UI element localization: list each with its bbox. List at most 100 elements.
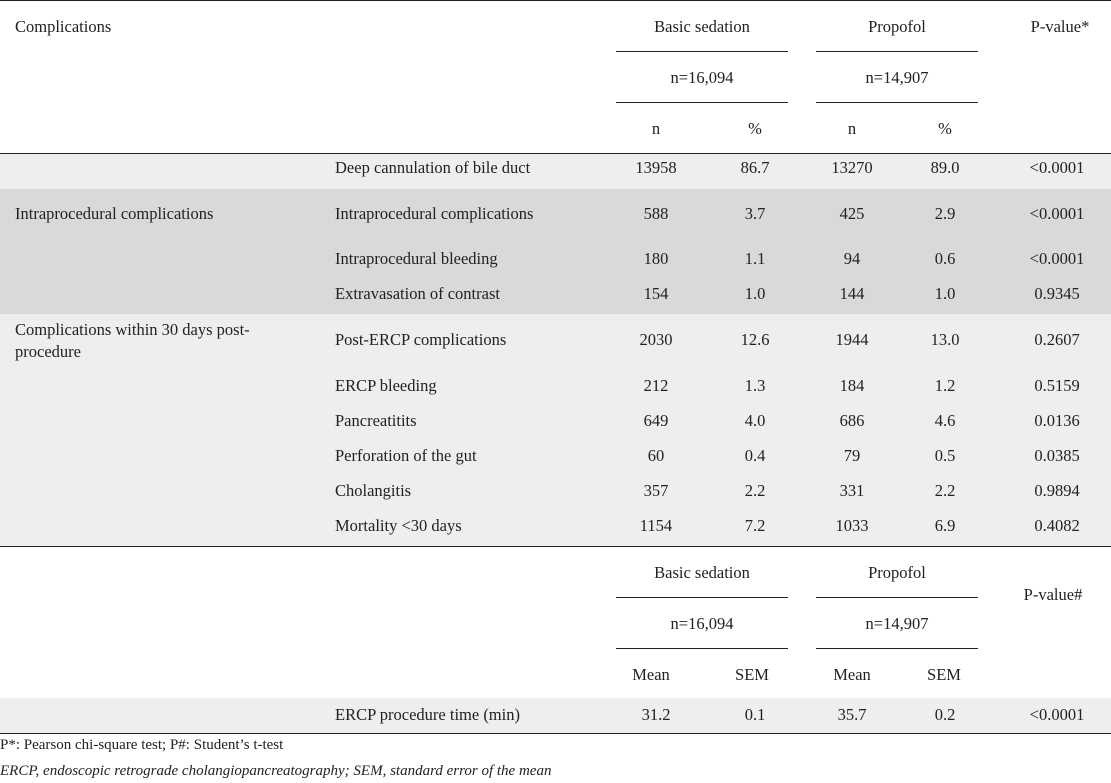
row-label: Mortality <30 days [335, 516, 462, 535]
row-label: Intraprocedural complications [335, 204, 534, 223]
cell-n-propofol: 79 [843, 446, 861, 465]
cell-pvalue: <0.0001 [1029, 204, 1085, 223]
subheader2-mean-propofol: Mean [833, 665, 871, 684]
top-rule [0, 0, 1111, 1]
cell-n-basic: 154 [643, 284, 669, 303]
cell-n-propofol: 13270 [831, 158, 873, 177]
cell-n-propofol: 94 [843, 249, 861, 268]
group1-header-rule [616, 51, 788, 52]
group2-n2-rule [816, 648, 978, 649]
cell-pct-propofol: 4.6 [934, 411, 956, 430]
cell-pvalue: <0.0001 [1029, 705, 1085, 724]
cell-pvalue: 0.5159 [1034, 376, 1080, 395]
header-basic-sedation: Basic sedation [654, 17, 750, 36]
group2-header2-rule [816, 597, 978, 598]
cell-pct-basic: 86.7 [740, 158, 770, 177]
cell-pct-propofol: 0.6 [934, 249, 956, 268]
group1-header2-rule [616, 597, 788, 598]
group2-header-rule [816, 51, 978, 52]
row-band-procedure-time [0, 698, 1111, 733]
group-band-post-procedure [0, 314, 1111, 546]
cell-sem-propofol: 0.2 [934, 705, 956, 724]
subheader2-mean-basic: Mean [632, 665, 670, 684]
cell-n-basic: 357 [643, 481, 669, 500]
cell-n-basic: 212 [643, 376, 669, 395]
row-label: ERCP procedure time (min) [335, 705, 520, 724]
header2-n-propofol: n=14,907 [865, 614, 929, 633]
cell-n-propofol: 144 [839, 284, 865, 303]
cell-pvalue: 0.4082 [1034, 516, 1080, 535]
group1-n-rule [616, 102, 788, 103]
group-band-intraprocedural [0, 189, 1111, 314]
cell-n-propofol: 1944 [835, 330, 869, 349]
row-label: Post-ERCP complications [335, 330, 507, 349]
cell-n-basic: 588 [643, 204, 669, 223]
cell-pct-propofol: 1.0 [934, 284, 956, 303]
row-label: Perforation of the gut [335, 446, 477, 465]
cell-pct-basic: 3.7 [744, 204, 766, 223]
cell-n-basic: 1154 [639, 516, 673, 535]
header-pvalue: P-value* [1030, 17, 1090, 36]
cell-n-propofol: 1033 [835, 516, 869, 535]
footnote-abbreviations: ERCP, endoscopic retrograde cholangiopan… [0, 763, 552, 779]
cell-pct-basic: 1.3 [744, 376, 766, 395]
header2-basic-sedation: Basic sedation [654, 563, 750, 582]
footnote-tests: P*: Pearson chi-square test; P#: Student… [0, 737, 284, 753]
cell-pct-propofol: 2.9 [934, 204, 956, 223]
cell-sem-basic: 0.1 [744, 705, 766, 724]
cell-n-propofol: 686 [839, 411, 865, 430]
header-bottom-rule [0, 153, 1111, 154]
cell-pct-propofol: 0.5 [934, 446, 956, 465]
header-propofol: Propofol [868, 17, 926, 36]
cell-pct-basic: 7.2 [744, 516, 766, 535]
cell-pct-basic: 12.6 [740, 330, 770, 349]
cell-pct-propofol: 2.2 [934, 481, 956, 500]
cell-mean-propofol: 35.7 [837, 705, 867, 724]
subheader2-sem-basic: SEM [735, 665, 769, 684]
header-n-propofol: n=14,907 [865, 68, 929, 87]
header2-pvalue: P-value# [1023, 585, 1083, 604]
subheader-pct-basic: % [748, 119, 762, 138]
cell-pct-basic: 4.0 [744, 411, 766, 430]
cell-n-propofol: 184 [839, 376, 865, 395]
group2-n-rule [816, 102, 978, 103]
row-label: ERCP bleeding [335, 376, 437, 395]
row-label: Deep cannulation of bile duct [335, 158, 531, 177]
row-label: Pancreatitits [335, 411, 417, 430]
cell-n-propofol: 331 [839, 481, 865, 500]
cell-pct-basic: 0.4 [744, 446, 766, 465]
section-divider-rule [0, 546, 1111, 547]
cell-pvalue: 0.9894 [1034, 481, 1080, 500]
cell-n-basic: 13958 [635, 158, 677, 177]
group-label-post-procedure-line1: Complications within 30 days post- [15, 320, 250, 339]
header-n-basic: n=16,094 [670, 68, 734, 87]
subheader-n-basic: n [651, 119, 661, 138]
cell-pct-propofol: 13.0 [930, 330, 960, 349]
cell-pct-propofol: 1.2 [934, 376, 956, 395]
cell-n-basic: 180 [643, 249, 669, 268]
header2-propofol: Propofol [868, 563, 926, 582]
subheader-n-propofol: n [847, 119, 857, 138]
cell-n-basic: 649 [643, 411, 669, 430]
header-complications: Complications [15, 17, 112, 36]
row-label: Intraprocedural bleeding [335, 249, 498, 268]
cell-pct-propofol: 6.9 [934, 516, 956, 535]
row-band-deep-cannulation [0, 154, 1111, 189]
cell-pvalue: <0.0001 [1029, 249, 1085, 268]
subheader-pct-propofol: % [938, 119, 952, 138]
cell-pvalue: 0.9345 [1034, 284, 1080, 303]
group-label-intraprocedural: Intraprocedural complications [15, 204, 214, 223]
cell-pct-basic: 2.2 [744, 481, 766, 500]
table-bottom-rule [0, 733, 1111, 734]
group-label-post-procedure-line2: procedure [15, 342, 81, 361]
row-label: Cholangitis [335, 481, 412, 500]
cell-n-basic: 2030 [639, 330, 673, 349]
cell-pvalue: 0.0385 [1034, 446, 1080, 465]
cell-pvalue: 0.0136 [1034, 411, 1080, 430]
row-label: Extravasation of contrast [335, 284, 500, 303]
cell-n-propofol: 425 [839, 204, 865, 223]
cell-pvalue: <0.0001 [1029, 158, 1085, 177]
header2-n-basic: n=16,094 [670, 614, 734, 633]
cell-pvalue: 0.2607 [1034, 330, 1080, 349]
cell-pct-basic: 1.1 [744, 249, 766, 268]
